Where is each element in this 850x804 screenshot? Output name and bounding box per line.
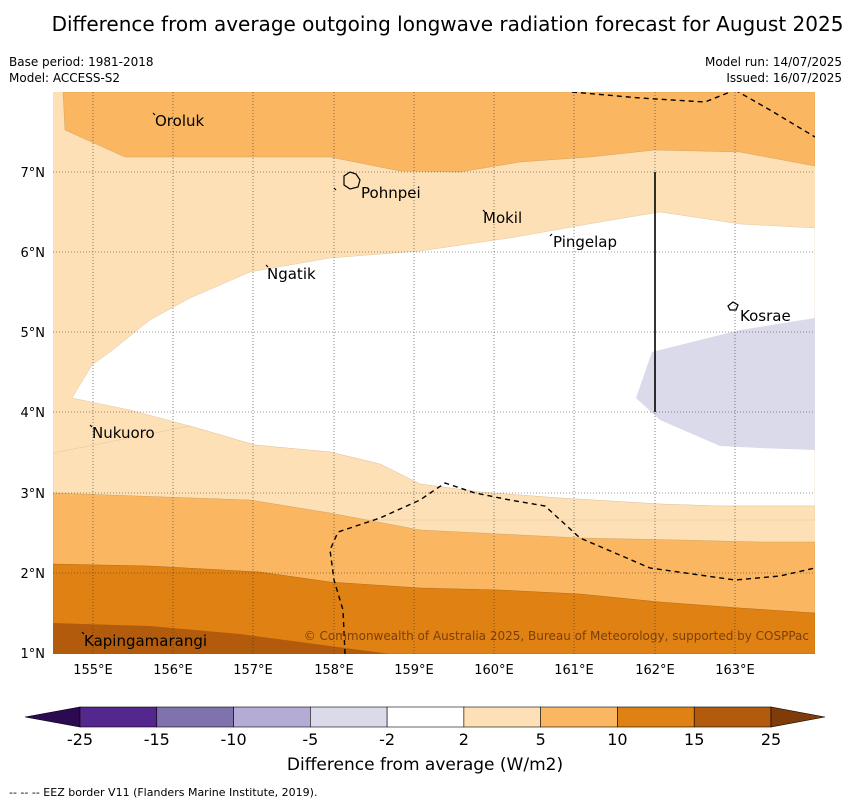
colorbar-tick-labels: -25 -15 -10 -5 -2 2 5 10 15 25 bbox=[67, 730, 781, 749]
colorbar-cell bbox=[233, 706, 311, 728]
eez-legend-note: -- -- -- EEZ border V11 (Flanders Marine… bbox=[9, 786, 318, 799]
band-neg-2-5 bbox=[636, 318, 815, 450]
kosrae-island-icon bbox=[727, 301, 739, 311]
lon-tick-label: 157°E bbox=[233, 663, 273, 678]
lat-tick-labels: 7°N 6°N 5°N 4°N 3°N 2°N 1°N bbox=[21, 166, 46, 662]
colorbar-tick-label: -5 bbox=[302, 730, 318, 749]
place-label-pohnpei: Pohnpei bbox=[361, 184, 421, 202]
band-5-10-north bbox=[62, 92, 815, 173]
lon-tick-label: 156°E bbox=[153, 663, 193, 678]
colorbar-cell bbox=[156, 706, 234, 728]
lon-tick-label: 158°E bbox=[314, 663, 354, 678]
colorbar-label: Difference from average (W/m2) bbox=[286, 755, 564, 775]
contour-fill: Oroluk Pohnpei Mokil Pingelap Ngatik Kos… bbox=[53, 92, 815, 654]
colorbar-cell bbox=[617, 706, 695, 728]
colorbar-tick-label: 2 bbox=[459, 730, 469, 749]
colorbar-cell bbox=[386, 706, 465, 728]
lon-tick-label: 162°E bbox=[635, 663, 675, 678]
map-title: Difference from average outgoing longwav… bbox=[51, 12, 844, 36]
lon-tick-label: 160°E bbox=[474, 663, 514, 678]
colorbar-tick-label: 15 bbox=[684, 730, 704, 749]
colorbar-cell bbox=[693, 706, 772, 728]
lat-tick-label: 2°N bbox=[21, 567, 46, 582]
meta-left: Base period: 1981-2018 Model: ACCESS-S2 bbox=[9, 54, 154, 86]
band-10-15 bbox=[53, 563, 815, 654]
lon-tick-label: 161°E bbox=[554, 663, 594, 678]
colorbar-tick-label: -10 bbox=[220, 730, 246, 749]
lat-tick-label: 1°N bbox=[21, 647, 46, 662]
colorbar-tick-label: 25 bbox=[761, 730, 781, 749]
place-label-oroluk: Oroluk bbox=[155, 112, 204, 130]
copyright-text: © Commonwealth of Australia 2025, Bureau… bbox=[304, 629, 809, 643]
colorbar-cell bbox=[540, 706, 618, 728]
place-label-mokil: Mokil bbox=[483, 209, 522, 227]
colorbar-tick-label: -2 bbox=[379, 730, 395, 749]
band-15-25 bbox=[53, 623, 390, 654]
colorbar-cell bbox=[310, 706, 388, 728]
place-label-ngatik: Ngatik bbox=[267, 265, 316, 283]
lon-tick-label: 159°E bbox=[394, 663, 434, 678]
colorbar-tick-label: -15 bbox=[144, 730, 170, 749]
lon-tick-label: 163°E bbox=[715, 663, 755, 678]
lon-tick-label: 155°E bbox=[73, 663, 113, 678]
colorbar-tick-label: 10 bbox=[607, 730, 627, 749]
lat-tick-label: 6°N bbox=[21, 246, 46, 261]
lat-tick-label: 7°N bbox=[21, 166, 46, 181]
colorbar-tick-label: 5 bbox=[536, 730, 546, 749]
base-period: Base period: 1981-2018 bbox=[9, 55, 154, 69]
pohnpei-island-icon bbox=[333, 171, 361, 191]
colorbar-tick-label: -25 bbox=[67, 730, 93, 749]
colorbar-cells bbox=[79, 706, 772, 728]
colorbar-cell bbox=[463, 706, 541, 728]
model-run: Model run: 14/07/2025 bbox=[704, 55, 842, 69]
meta-right: Model run: 14/07/2025 Issued: 16/07/2025 bbox=[705, 54, 842, 86]
model-name: Model: ACCESS-S2 bbox=[9, 71, 121, 85]
place-label-nukuoro: Nukuoro bbox=[92, 424, 155, 442]
lat-tick-label: 5°N bbox=[21, 326, 46, 341]
place-label-pingelap: Pingelap bbox=[553, 233, 617, 251]
lat-tick-label: 3°N bbox=[21, 487, 46, 502]
colorbar-arrow-right bbox=[770, 706, 826, 728]
lat-tick-label: 4°N bbox=[21, 406, 46, 421]
place-label-kosrae: Kosrae bbox=[740, 307, 791, 325]
colorbar-arrow-left bbox=[24, 706, 81, 728]
issued-date: Issued: 16/07/2025 bbox=[726, 71, 842, 85]
band-2-5-south bbox=[53, 425, 815, 521]
lon-tick-labels: 155°E 156°E 157°E 158°E 159°E 160°E 161°… bbox=[73, 663, 755, 678]
place-label-kapingamarangi: Kapingamarangi bbox=[84, 632, 207, 650]
colorbar-cell bbox=[79, 706, 158, 728]
eez-border bbox=[329, 92, 815, 654]
atoll-marks bbox=[81, 112, 553, 635]
colorbar: -25 -15 -10 -5 -2 2 5 10 15 25 bbox=[24, 706, 826, 749]
forecast-map: Oroluk Pohnpei Mokil Pingelap Ngatik Kos… bbox=[21, 92, 826, 749]
